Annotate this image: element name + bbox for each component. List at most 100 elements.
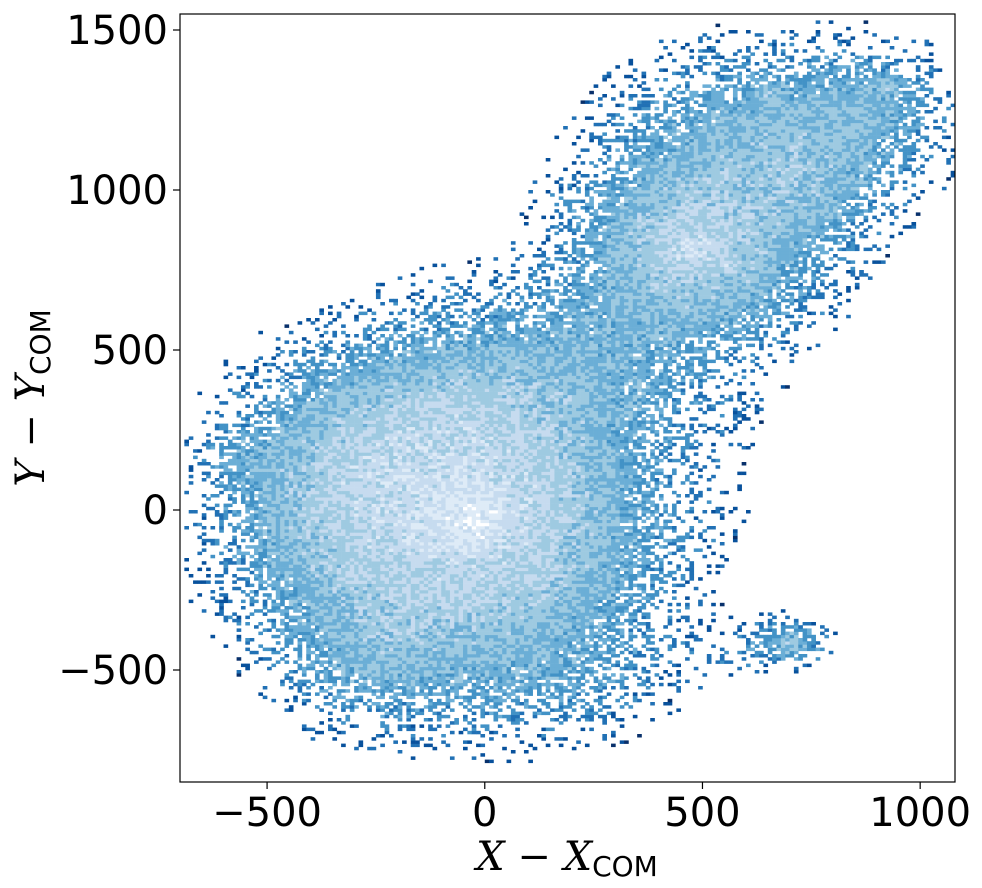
heatmap-cell [402, 654, 407, 658]
heatmap-cell [345, 423, 351, 428]
heatmap-cell [297, 666, 303, 671]
heatmap-cell [345, 388, 351, 392]
heatmap-cell [393, 670, 398, 674]
heatmap-cell [319, 609, 324, 613]
heatmap-cell [354, 369, 359, 373]
heatmap-cell [423, 426, 429, 431]
heatmap-cell [271, 468, 277, 472]
heatmap-cell [323, 561, 329, 565]
heatmap-cell [267, 462, 272, 466]
heatmap-cell [371, 500, 377, 504]
heatmap-cell [223, 593, 229, 597]
heatmap-cell [388, 516, 394, 520]
heatmap-cell [188, 510, 194, 514]
heatmap-cell [436, 551, 442, 556]
heatmap-cell [310, 513, 316, 517]
heatmap-cell [301, 497, 307, 501]
heatmap-cell [354, 548, 359, 552]
heatmap-cell [410, 554, 416, 559]
heatmap-cell [388, 529, 394, 533]
heatmap-cell [288, 423, 294, 428]
heatmap-cell [280, 369, 285, 373]
heatmap-cell [275, 538, 281, 543]
heatmap-cell [428, 545, 433, 549]
heatmap-cell [349, 599, 355, 604]
heatmap-cell [393, 382, 398, 386]
heatmap-cell [284, 516, 290, 520]
heatmap-cell [275, 471, 281, 476]
heatmap-cell [358, 650, 364, 655]
heatmap-cell [419, 353, 425, 357]
heatmap-cell [419, 602, 425, 607]
heatmap-cell [332, 401, 338, 405]
heatmap-cell [314, 558, 320, 562]
heatmap-cell [301, 455, 307, 460]
heatmap-cell [428, 574, 433, 578]
heatmap-cell [323, 343, 329, 348]
heatmap-cell [341, 455, 346, 460]
heatmap-cell [397, 532, 403, 536]
heatmap-cell [267, 362, 272, 367]
heatmap-cell [367, 334, 372, 338]
heatmap-cell [301, 628, 307, 632]
heatmap-cell [367, 538, 372, 543]
heatmap-cell [432, 372, 438, 376]
heatmap-cell [288, 513, 294, 517]
heatmap-cell [423, 618, 429, 623]
heatmap-cell [432, 378, 438, 383]
heatmap-cell [310, 558, 316, 562]
heatmap-cell [393, 663, 398, 668]
heatmap-cell [423, 462, 429, 466]
heatmap-cell [293, 580, 298, 584]
heatmap-cell [375, 634, 381, 639]
heatmap-cell [323, 625, 329, 629]
heatmap-cell [301, 423, 307, 428]
heatmap-cell [258, 452, 264, 456]
heatmap-cell [402, 618, 407, 623]
heatmap-cell [428, 618, 433, 623]
heatmap-cell [345, 580, 351, 584]
heatmap-cell [358, 548, 364, 552]
heatmap-cell [375, 369, 381, 373]
heatmap-cell [267, 558, 272, 562]
heatmap-cell [262, 497, 268, 501]
heatmap-cell [410, 340, 416, 344]
heatmap-cell [240, 606, 246, 610]
heatmap-cell [314, 458, 320, 463]
heatmap-cell [354, 346, 359, 351]
heatmap-cell [415, 292, 420, 296]
heatmap-cell [358, 465, 364, 469]
heatmap-cell [258, 446, 264, 450]
heatmap-cell [284, 378, 290, 383]
heatmap-cell [362, 666, 368, 671]
heatmap-cell [410, 430, 416, 434]
heatmap-cell [362, 359, 368, 364]
heatmap-cell [328, 564, 333, 568]
heatmap-cell [219, 574, 224, 578]
heatmap-cell [432, 599, 438, 604]
heatmap-cell [267, 378, 272, 383]
heatmap-cell [436, 657, 442, 661]
heatmap-cell [362, 401, 368, 405]
heatmap-cell [301, 436, 307, 440]
heatmap-cell [436, 321, 442, 325]
heatmap-cell [397, 529, 403, 533]
heatmap-cell [319, 532, 324, 536]
heatmap-cell [415, 462, 420, 466]
heatmap-cell [436, 714, 442, 719]
heatmap-cell [428, 410, 433, 415]
heatmap-cell [354, 446, 359, 450]
heatmap-cell [380, 513, 385, 517]
heatmap-cell [384, 490, 390, 495]
heatmap-cell [362, 548, 368, 552]
heatmap-cell [227, 558, 233, 562]
heatmap-cell [267, 430, 272, 434]
heatmap-cell [380, 532, 385, 536]
heatmap-cell [288, 679, 294, 684]
heatmap-cell [341, 609, 346, 613]
heatmap-cell [371, 746, 377, 751]
heatmap-cell [436, 330, 442, 335]
heatmap-cell [206, 567, 211, 572]
heatmap-cell [384, 506, 390, 511]
heatmap-cell [397, 574, 403, 578]
